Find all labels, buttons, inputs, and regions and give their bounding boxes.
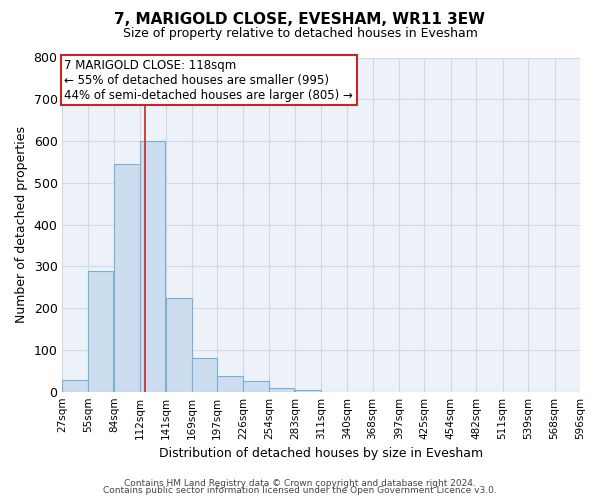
Text: Size of property relative to detached houses in Evesham: Size of property relative to detached ho… bbox=[122, 28, 478, 40]
Bar bbox=[217, 376, 242, 392]
Text: 7, MARIGOLD CLOSE, EVESHAM, WR11 3EW: 7, MARIGOLD CLOSE, EVESHAM, WR11 3EW bbox=[115, 12, 485, 28]
Text: Contains HM Land Registry data © Crown copyright and database right 2024.: Contains HM Land Registry data © Crown c… bbox=[124, 478, 476, 488]
Bar bbox=[269, 388, 295, 392]
Text: Contains public sector information licensed under the Open Government Licence v3: Contains public sector information licen… bbox=[103, 486, 497, 495]
Bar bbox=[88, 270, 113, 392]
Bar bbox=[114, 164, 140, 392]
Text: 7 MARIGOLD CLOSE: 118sqm
← 55% of detached houses are smaller (995)
44% of semi-: 7 MARIGOLD CLOSE: 118sqm ← 55% of detach… bbox=[64, 59, 353, 102]
Bar bbox=[140, 141, 165, 392]
Bar bbox=[295, 390, 321, 392]
X-axis label: Distribution of detached houses by size in Evesham: Distribution of detached houses by size … bbox=[159, 447, 483, 460]
Y-axis label: Number of detached properties: Number of detached properties bbox=[15, 126, 28, 323]
Bar bbox=[166, 298, 191, 392]
Bar bbox=[191, 358, 217, 392]
Bar bbox=[62, 380, 88, 392]
Bar bbox=[244, 381, 269, 392]
